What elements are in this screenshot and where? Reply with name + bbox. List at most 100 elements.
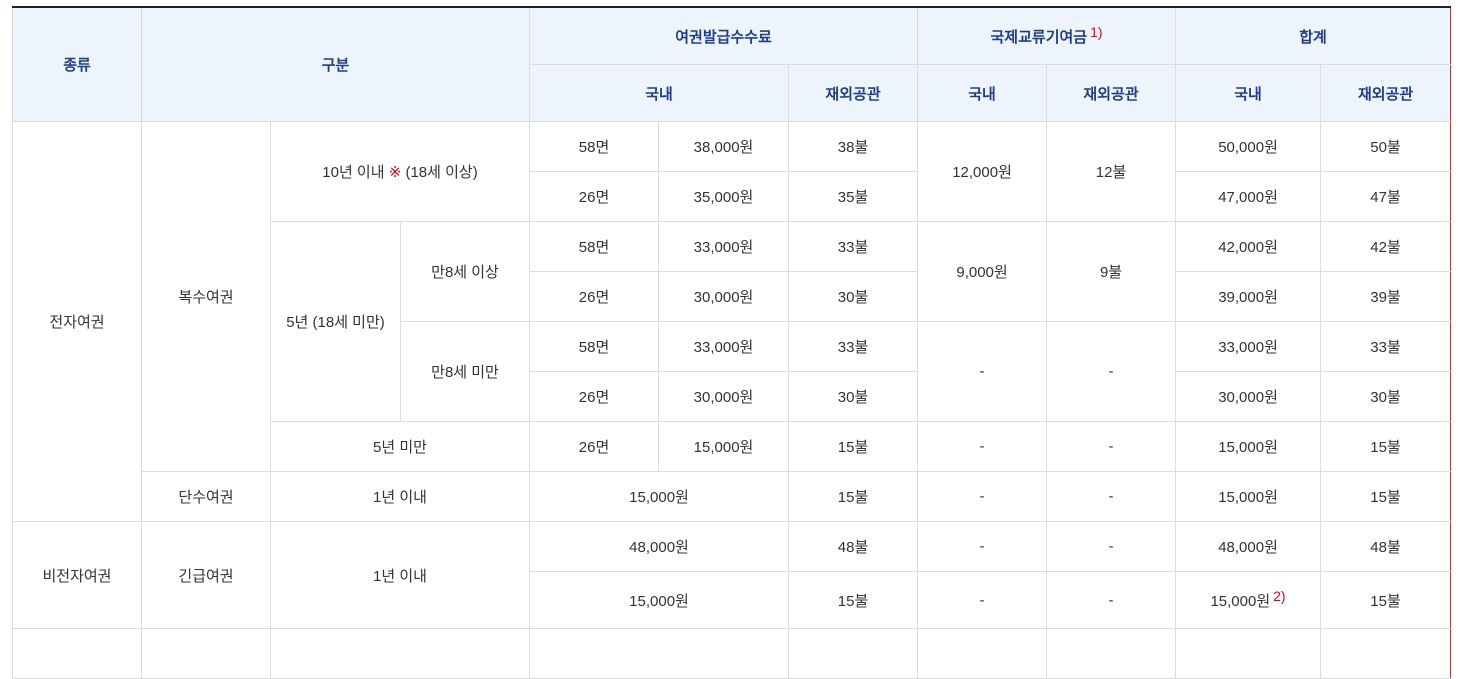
total-value: 15,000원: [1210, 592, 1271, 610]
cell-fee-domestic: 30,000원: [658, 271, 790, 322]
cell-total-domestic: 48,000원: [1175, 521, 1322, 572]
cell-exchange-domestic: -: [917, 421, 1048, 472]
cell-exchange-overseas: -: [1046, 321, 1177, 422]
table-row: 26면 30,000원 30불 39,000원 39불: [13, 271, 1452, 322]
header-issue-fee: 여권발급수수료: [529, 6, 919, 65]
within10-age: (18세 이상): [405, 164, 478, 181]
cell-pages: 26면: [529, 371, 660, 422]
header-total-domestic: 국내: [1175, 64, 1322, 122]
cell-fee-overseas: 33불: [788, 321, 919, 372]
cell-electronic: 전자여권: [12, 121, 142, 522]
within10-label: 10년 이내: [322, 164, 385, 181]
cell-fee-domestic: 33,000원: [658, 321, 790, 372]
cell-exchange-overseas: 9불: [1046, 221, 1177, 322]
cell-multiple: 복수여권: [141, 121, 271, 472]
cell-exchange-overseas: -: [1046, 471, 1177, 522]
cell-five-year: 5년 (18세 미만): [270, 221, 401, 422]
cell-exchange-overseas: -: [1046, 571, 1177, 629]
cell-fee-domestic: 15,000원: [529, 571, 790, 629]
cell-single: 단수여권: [141, 471, 271, 522]
passport-fee-table: 종류 구분 여권발급수수료 국제교류기여금 1) 합계 국내 재외공관 국내 재외…: [12, 6, 1452, 679]
cell-pages: 26면: [529, 421, 660, 472]
cell-fee-overseas: 15불: [788, 421, 919, 472]
table-row: 단수여권 1년 이내 15,000원 15불 - - 15,000원 15불: [13, 471, 1452, 522]
header-exchange-fee-label: 국제교류기여금: [990, 28, 1088, 46]
cell-pages: 26면: [529, 271, 660, 322]
cell-fee-overseas: 15불: [788, 571, 919, 629]
table-row: 전자여권 복수여권 10년 이내 ※ (18세 이상) 58면 38,000원 …: [12, 121, 1452, 522]
cell-total-overseas: 15불: [1320, 571, 1452, 629]
reference-mark: ※: [388, 164, 402, 181]
footnote-2-link[interactable]: 2): [1273, 587, 1286, 604]
cell-pages: 58면: [529, 321, 660, 372]
cell-total-domestic: 15,000원: [1175, 471, 1322, 522]
cell-fee-overseas: 30불: [788, 371, 919, 422]
cell-total-domestic: 42,000원: [1175, 221, 1322, 272]
cell-total-overseas: 15불: [1320, 471, 1452, 522]
table-row: 만8세 미만 58면 33,000원 33불 - - 33,000원 33불: [13, 321, 1452, 422]
table-header: 종류 구분 여권발급수수료 국제교류기여금 1) 합계 국내 재외공관 국내 재외…: [12, 6, 1452, 122]
cell-fee-overseas: 35불: [788, 171, 919, 222]
cell-total-overseas: 39불: [1320, 271, 1452, 322]
cell-total-overseas: 15불: [1320, 421, 1452, 472]
cell-total-overseas: 42불: [1320, 221, 1452, 272]
header-total: 합계: [1175, 6, 1452, 65]
cell-fee-domestic: 35,000원: [658, 171, 790, 222]
table-row: 5년 미만 26면 15,000원 15불 - - 15,000원 15불: [13, 421, 1452, 472]
header-exchange-domestic: 국내: [917, 64, 1048, 122]
table-row: 비전자여권 긴급여권 1년 이내 48,000원 48불 - - 48,000원…: [12, 521, 1452, 629]
cell-fee-domestic: 15,000원: [658, 421, 790, 472]
header-exchange-overseas: 재외공관: [1046, 64, 1177, 122]
table-row: 26면 35,000원 35불 47,000원 47불: [13, 171, 1452, 222]
cell-fee-domestic: 30,000원: [658, 371, 790, 422]
cell-exchange-domestic: -: [917, 471, 1048, 522]
cell-fee-overseas: 33불: [788, 221, 919, 272]
cell-exchange-domestic: 12,000원: [917, 121, 1048, 222]
cell-total-domestic: 50,000원: [1175, 121, 1322, 172]
table-row: 15,000원 15불 - - 15,000원 2) 15불: [13, 571, 1452, 629]
cell-within1: 1년 이내: [269, 471, 531, 522]
cell-under8: 만8세 미만: [399, 321, 531, 422]
cell-under5: 5년 미만: [269, 421, 531, 472]
table-body: 전자여권 복수여권 10년 이내 ※ (18세 이상) 58면 38,000원 …: [12, 121, 1452, 679]
cell-exchange-domestic: -: [917, 321, 1048, 422]
cell-within10: 10년 이내 ※ (18세 이상): [269, 121, 531, 222]
cell-total-domestic: 15,000원: [1175, 421, 1322, 472]
cell-fee-overseas: 30불: [788, 271, 919, 322]
cell-exchange-overseas: 12불: [1046, 121, 1177, 222]
cell-fee-domestic: 15,000원: [529, 471, 790, 522]
header-issue-domestic: 국내: [529, 64, 790, 122]
cell-emergency: 긴급여권: [141, 521, 271, 629]
footnote-1-link[interactable]: 1): [1090, 23, 1103, 40]
cell-total-domestic: 30,000원: [1175, 371, 1322, 422]
table-row: 26면 30,000원 30불 30,000원 30불: [13, 371, 1452, 422]
passport-fee-table-wrapper: 종류 구분 여권발급수수료 국제교류기여금 1) 합계 국내 재외공관 국내 재외…: [12, 6, 1452, 679]
table-row: 5년 (18세 미만) 만8세 이상 58면 33,000원 33불 9,000…: [13, 221, 1452, 422]
cell-fee-domestic: 38,000원: [658, 121, 790, 172]
cell-pages: 26면: [529, 171, 660, 222]
cell-fee-overseas: 48불: [788, 521, 919, 572]
cell-exchange-domestic: -: [917, 521, 1048, 572]
header-category: 구분: [140, 6, 531, 122]
cell-total-domestic: 33,000원: [1175, 321, 1322, 372]
header-type: 종류: [12, 6, 142, 122]
cell-exchange-overseas: -: [1046, 521, 1177, 572]
cell-fee-overseas: 38불: [788, 121, 919, 172]
cell-emergency-period: 1년 이내: [269, 521, 531, 629]
cell-fee-domestic: 33,000원: [658, 221, 790, 272]
header-issue-overseas: 재외공관: [788, 64, 919, 122]
cell-exchange-domestic: -: [917, 571, 1048, 629]
cell-non-electronic: 비전자여권: [12, 521, 142, 629]
cell-exchange-overseas: -: [1046, 421, 1177, 472]
cell-pages: 58면: [529, 121, 660, 172]
header-exchange-fee: 국제교류기여금 1): [917, 6, 1177, 65]
cell-exchange-domestic: 9,000원: [917, 221, 1048, 322]
cell-total-overseas: 47불: [1320, 171, 1452, 222]
header-total-overseas: 재외공관: [1320, 64, 1452, 122]
cell-total-overseas: 33불: [1320, 321, 1452, 372]
cell-total-domestic: 15,000원 2): [1175, 571, 1322, 629]
cell-total-domestic: 39,000원: [1175, 271, 1322, 322]
cell-over8: 만8세 이상: [399, 221, 531, 322]
cell-total-overseas: 50불: [1320, 121, 1452, 172]
cell-total-domestic: 47,000원: [1175, 171, 1322, 222]
